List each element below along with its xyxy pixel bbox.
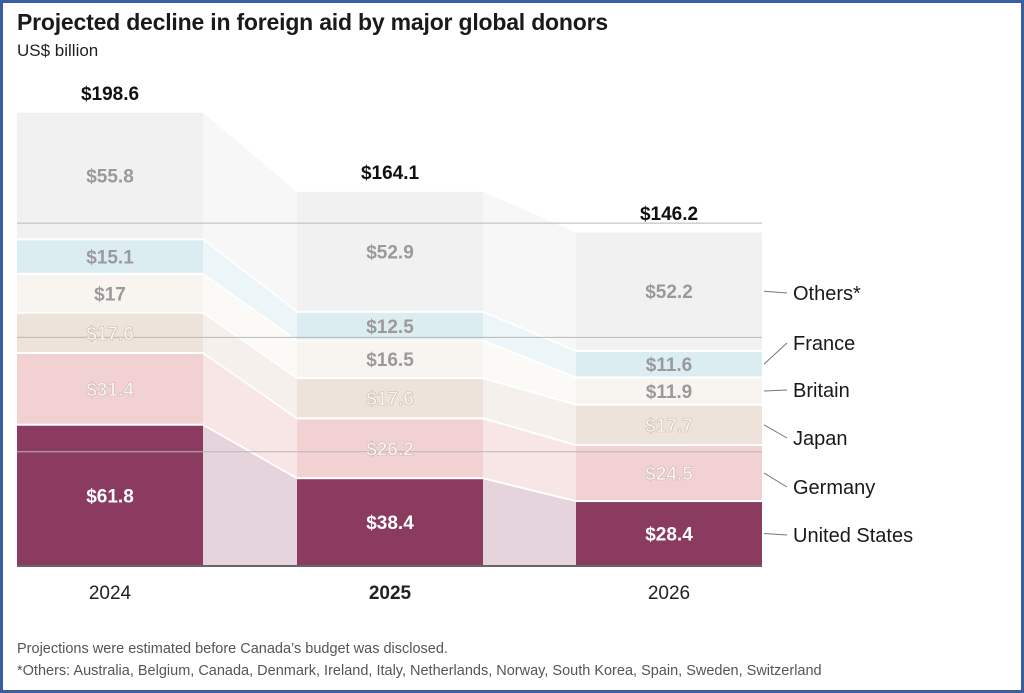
footnote-projections: Projections were estimated before Canada… [17,641,448,657]
legend-leader-line [763,533,788,536]
data-label: $17 [94,284,126,305]
bar-segment-germany-2026 [576,446,762,501]
legend-label-britain: Britain [793,380,850,402]
legend-leader-line [763,424,788,439]
legend-label-japan: Japan [793,428,848,450]
bar-segment-france-2026 [576,351,762,377]
data-label: $12.5 [366,317,414,338]
chart-title: Projected decline in foreign aid by majo… [17,9,608,35]
bar-segment-france-2024 [17,240,203,273]
data-label: $55.8 [86,167,134,188]
data-label: $11.9 [646,382,693,403]
bar-segment-britain-2025 [297,341,483,378]
bar-segment-japan-2024 [17,313,203,352]
total-label: $164.1 [361,163,420,184]
data-label: $38.4 [366,513,414,534]
x-tick-label: 2026 [648,583,690,604]
ribbon-france [483,312,576,377]
legend-leader-line [763,389,788,392]
data-label: $17.6 [366,389,414,410]
legend-label-others-: Others* [793,283,861,305]
x-tick-label: 2025 [369,583,412,604]
ribbon-others- [483,191,576,350]
legend-leader-line [763,472,788,488]
bar-segment-japan-2025 [297,379,483,418]
ribbon-britain [483,341,576,404]
data-label: $24.5 [645,464,693,485]
data-label: $28.4 [645,525,693,546]
data-label: $17.7 [645,416,693,437]
ribbon-germany [483,419,576,501]
chart-subtitle: US$ billion [17,41,99,60]
data-label: $31.4 [86,380,134,401]
data-label: $11.6 [646,355,693,376]
bar-segment-united-states-2026 [576,502,762,565]
total-label: $198.6 [81,84,139,105]
ribbon-united-states [203,425,297,565]
stacked-bar-chart: $61.8 $38.4 $28.4 $31.4 $26.2 $24.5 $17.6 $17.6… [17,84,913,604]
bar-segment-germany-2025 [297,419,483,478]
ribbon-united-states [483,479,576,565]
legend-label-germany: Germany [793,477,875,499]
data-label: $15.1 [86,248,134,269]
total-label: $146.2 [640,204,698,225]
bar-segment-britain-2024 [17,274,203,312]
bar-segment-others--2026 [576,232,762,350]
bar-segment-britain-2026 [576,378,762,404]
legend-label-united-states: United States [793,525,913,547]
data-label: $26.2 [366,439,414,460]
data-label: $16.5 [366,350,414,371]
legend-label-france: France [793,333,855,355]
bar-segment-japan-2026 [576,405,762,445]
ribbon-france [203,240,297,340]
footnote-others: *Others: Australia, Belgium, Canada, Den… [17,663,822,679]
bar-segment-germany-2024 [17,353,203,424]
ribbon-japan [483,379,576,445]
legend-leader-line [763,290,788,294]
bar-segment-united-states-2024 [17,425,203,565]
bar-segment-united-states-2025 [297,479,483,565]
data-label: $52.2 [645,282,693,303]
bar-segment-others--2024 [17,112,203,239]
legend-leader-line [763,342,788,365]
ribbon-others- [203,112,297,311]
data-label: $17.6 [86,324,134,345]
bar-segment-others--2025 [297,191,483,311]
ribbon-japan [203,313,297,418]
data-label: $52.9 [366,242,414,263]
data-label: $61.8 [86,486,134,507]
x-tick-label: 2024 [89,583,132,604]
ribbon-germany [203,353,297,478]
bar-segment-france-2025 [297,312,483,340]
ribbon-britain [203,274,297,378]
